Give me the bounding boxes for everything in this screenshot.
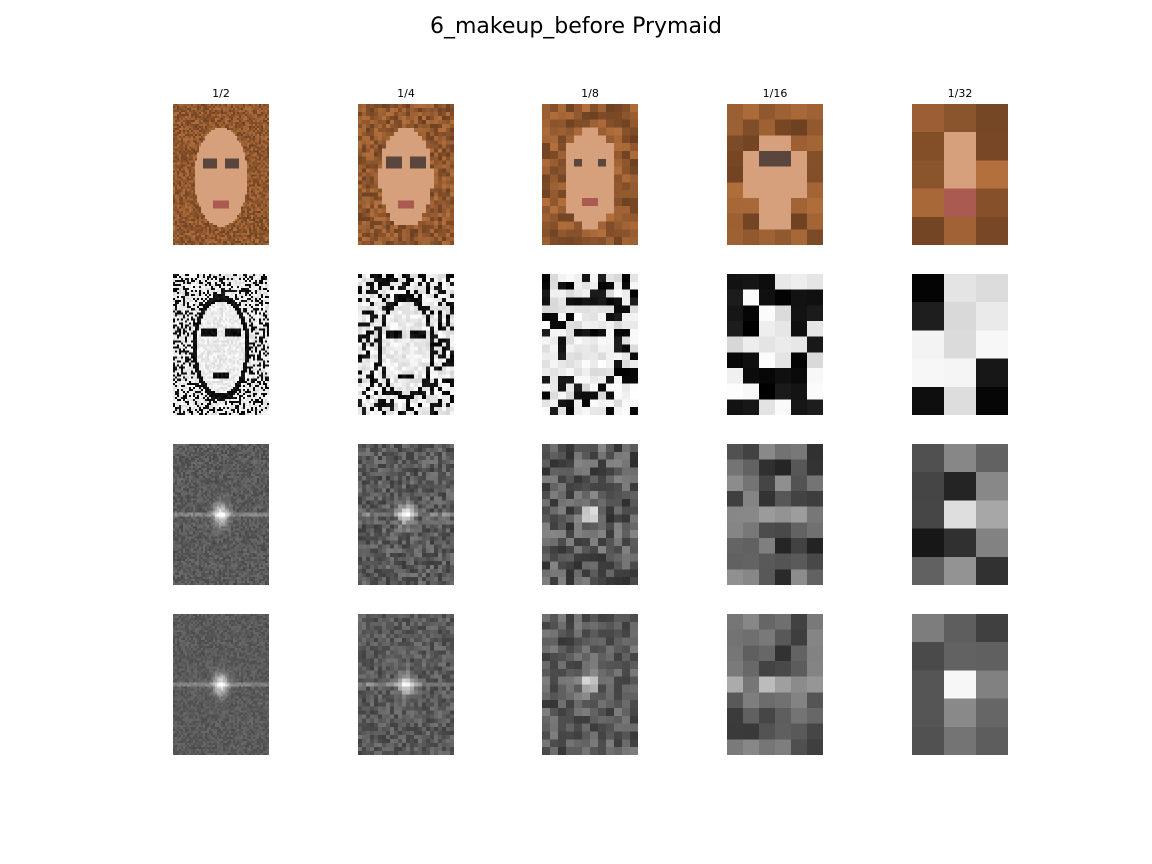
column-title: 1/32 xyxy=(947,87,973,100)
color-downsample-image xyxy=(358,104,454,245)
figure-title: 6_makeup_before Prymaid xyxy=(429,14,723,39)
fft-magnitude-image xyxy=(912,444,1008,585)
fft-magnitude-image xyxy=(542,444,638,585)
column-title: 1/4 xyxy=(397,87,415,100)
fft-magnitude-image xyxy=(173,444,269,585)
fft-magnitude-image xyxy=(358,444,454,585)
fft-magnitude-image xyxy=(727,444,823,585)
fft-magnitude-alt-image xyxy=(727,614,823,755)
color-downsample-image xyxy=(173,104,269,245)
column-title: 1/16 xyxy=(762,87,788,100)
column-title: 1/8 xyxy=(581,87,599,100)
color-downsample-image xyxy=(542,104,638,245)
fft-magnitude-alt-image xyxy=(173,614,269,755)
fft-magnitude-alt-image xyxy=(358,614,454,755)
edge-map-image xyxy=(173,274,269,415)
color-downsample-image xyxy=(912,104,1008,245)
edge-map-image xyxy=(912,274,1008,415)
fft-magnitude-alt-image xyxy=(542,614,638,755)
color-downsample-image xyxy=(727,104,823,245)
edge-map-image xyxy=(727,274,823,415)
edge-map-image xyxy=(358,274,454,415)
fft-magnitude-alt-image xyxy=(912,614,1008,755)
column-title: 1/2 xyxy=(212,87,230,100)
edge-map-image xyxy=(542,274,638,415)
